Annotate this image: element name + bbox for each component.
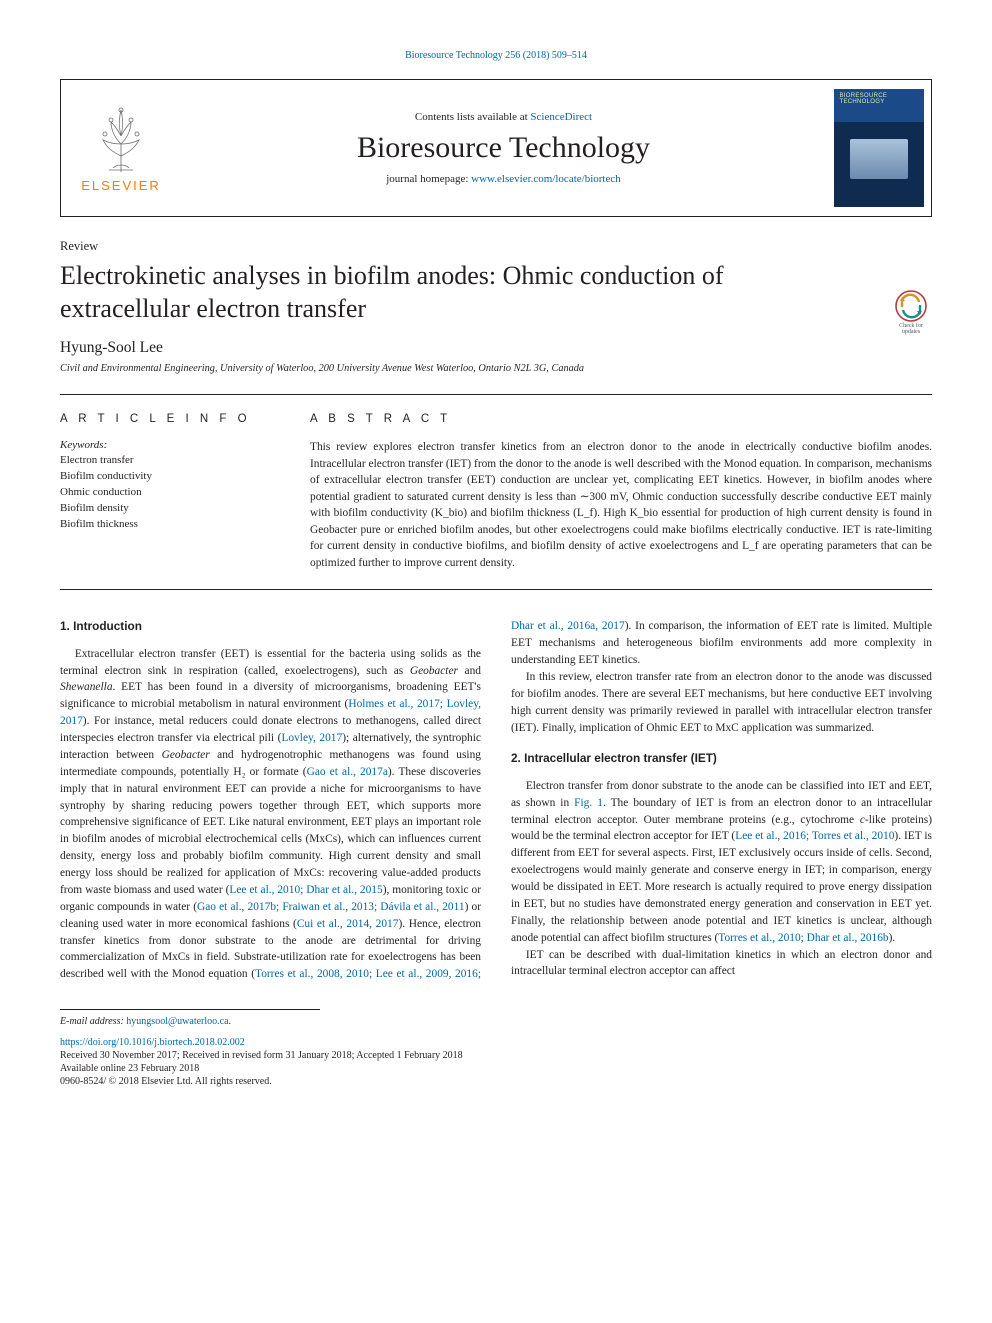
cover-image-placeholder bbox=[850, 139, 908, 179]
doi-link[interactable]: https://doi.org/10.1016/j.biortech.2018.… bbox=[60, 1037, 932, 1048]
masthead-center: Contents lists available at ScienceDirec… bbox=[181, 80, 826, 216]
body-paragraph: In this review, electron transfer rate f… bbox=[511, 669, 932, 737]
journal-homepage-line: journal homepage: www.elsevier.com/locat… bbox=[386, 173, 621, 185]
section-2-heading: 2. Intracellular electron transfer (IET) bbox=[511, 750, 932, 767]
publisher-name: ELSEVIER bbox=[81, 178, 161, 193]
contents-prefix: Contents lists available at bbox=[415, 111, 530, 123]
body-text: ). bbox=[889, 932, 896, 944]
citation-link[interactable]: Lovley, 2017 bbox=[281, 732, 342, 744]
abstract-text: This review explores electron transfer k… bbox=[310, 439, 932, 571]
keyword-item: Electron transfer bbox=[60, 453, 282, 469]
section-1-heading: 1. Introduction bbox=[60, 618, 481, 635]
species-name: Geobacter bbox=[410, 665, 458, 677]
sciencedirect-link[interactable]: ScienceDirect bbox=[530, 111, 592, 123]
author-email-link[interactable]: hyungsool@uwaterloo.ca bbox=[126, 1016, 228, 1027]
article-title: Electrokinetic analyses in biofilm anode… bbox=[60, 260, 820, 325]
abstract-column: A B S T R A C T This review explores ele… bbox=[300, 395, 932, 589]
keywords-list: Electron transfer Biofilm conductivity O… bbox=[60, 453, 282, 533]
figure-link[interactable]: Fig. 1 bbox=[574, 797, 603, 809]
species-name: Geobacter bbox=[162, 749, 210, 761]
header-citation: Bioresource Technology 256 (2018) 509–51… bbox=[60, 50, 932, 61]
copyright-line: 0960-8524/ © 2018 Elsevier Ltd. All righ… bbox=[60, 1076, 932, 1087]
species-name: Shewanella bbox=[60, 681, 113, 693]
abstract-heading: A B S T R A C T bbox=[310, 413, 932, 425]
body-text: ). IET is different from EET for several… bbox=[511, 830, 932, 943]
updates-badge-text: Check for updates bbox=[890, 323, 932, 335]
journal-homepage-link[interactable]: www.elsevier.com/locate/biortech bbox=[471, 173, 621, 185]
keyword-item: Biofilm thickness bbox=[60, 517, 282, 533]
homepage-prefix: journal homepage: bbox=[386, 173, 471, 185]
corresponding-author-block: E-mail address: hyungsool@uwaterloo.ca. bbox=[60, 1009, 320, 1027]
article-info-heading: A R T I C L E I N F O bbox=[60, 413, 282, 425]
article-info-row: A R T I C L E I N F O Keywords: Electron… bbox=[60, 394, 932, 590]
check-for-updates-badge[interactable]: Check for updates bbox=[890, 288, 932, 336]
citation-link[interactable]: Lee et al., 2016; Torres et al., 2010 bbox=[735, 830, 894, 842]
keyword-item: Biofilm conductivity bbox=[60, 469, 282, 485]
citation-link[interactable]: Torres et al., 2010; Dhar et al., 2016b bbox=[718, 932, 888, 944]
body-text: and bbox=[458, 665, 481, 677]
email-suffix: . bbox=[229, 1016, 232, 1027]
author-affiliation: Civil and Environmental Engineering, Uni… bbox=[60, 363, 932, 374]
journal-cover: BIORESOURCE TECHNOLOGY bbox=[826, 80, 931, 216]
journal-cover-thumb: BIORESOURCE TECHNOLOGY bbox=[834, 89, 924, 207]
masthead: ELSEVIER Contents lists available at Sci… bbox=[60, 79, 932, 217]
keywords-label: Keywords: bbox=[60, 439, 282, 451]
cover-title: BIORESOURCE TECHNOLOGY bbox=[840, 93, 918, 105]
body-paragraph: IET can be described with dual-limitatio… bbox=[511, 947, 932, 981]
email-label: E-mail address: bbox=[60, 1016, 126, 1027]
article-type: Review bbox=[60, 239, 932, 254]
received-dates: Received 30 November 2017; Received in r… bbox=[60, 1050, 932, 1061]
keyword-item: Biofilm density bbox=[60, 501, 282, 517]
article-body: 1. Introduction Extracellular electron t… bbox=[60, 618, 932, 983]
body-paragraph: Electron transfer from donor substrate t… bbox=[511, 778, 932, 947]
article-info-column: A R T I C L E I N F O Keywords: Electron… bbox=[60, 394, 300, 589]
citation-link[interactable]: Cui et al., 2014, 2017 bbox=[297, 918, 399, 930]
author-name: Hyung-Sool Lee bbox=[60, 339, 932, 357]
keyword-item: Ohmic conduction bbox=[60, 485, 282, 501]
body-text: ). These discoveries imply that in natur… bbox=[60, 766, 481, 896]
contents-available-line: Contents lists available at ScienceDirec… bbox=[415, 111, 592, 123]
citation-link[interactable]: Gao et al., 2017b; Fraiwan et al., 2013;… bbox=[197, 901, 465, 913]
citation-link[interactable]: Lee et al., 2010; Dhar et al., 2015 bbox=[229, 884, 382, 896]
citation-link[interactable]: Torres et al., 2008, 2010; Lee bbox=[255, 968, 396, 980]
journal-name: Bioresource Technology bbox=[357, 131, 650, 165]
citation-link[interactable]: Gao et al., 2017a bbox=[307, 766, 388, 778]
elsevier-tree-icon bbox=[91, 104, 151, 174]
publisher-logo: ELSEVIER bbox=[61, 80, 181, 216]
updates-icon bbox=[894, 289, 928, 323]
available-online: Available online 23 February 2018 bbox=[60, 1063, 932, 1074]
